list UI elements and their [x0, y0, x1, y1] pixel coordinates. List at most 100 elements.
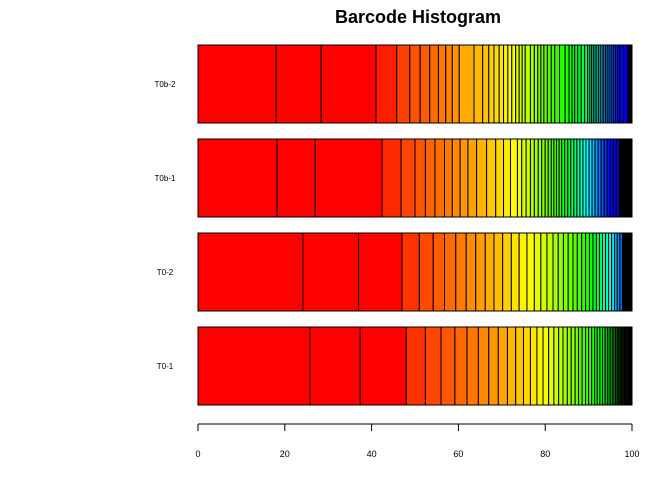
barcode-segment — [320, 44, 377, 124]
barcode-segment — [529, 138, 535, 218]
barcode-segment — [375, 44, 398, 124]
barcode-segment — [533, 44, 539, 124]
barcode-segment — [477, 326, 490, 406]
barcode-segment — [444, 138, 453, 218]
barcode-segment — [434, 138, 446, 218]
barcode-segment — [523, 326, 531, 406]
barcode-segment — [197, 138, 278, 218]
barcode-segment — [451, 138, 461, 218]
chart-title: Barcode Histogram — [335, 7, 501, 27]
barcode-segment — [482, 44, 490, 124]
barcode-segment — [554, 44, 561, 124]
barcode-segment — [548, 326, 555, 406]
barcode-segment — [511, 44, 517, 124]
barcode-segment — [498, 44, 505, 124]
barcode-segment — [588, 232, 594, 312]
barcode-segment — [524, 44, 531, 124]
barcode-segment — [540, 232, 548, 312]
barcode-segment — [197, 232, 304, 312]
barcode-segment — [576, 232, 583, 312]
bar-row-T0b-2: T0b-2 — [155, 44, 633, 124]
x-tick-label: 80 — [540, 449, 550, 459]
barcode-segment — [488, 44, 495, 124]
barcode-segment — [302, 232, 360, 312]
barcode-segment — [484, 232, 495, 312]
barcode-segment — [570, 326, 576, 406]
barcode-segment — [314, 138, 383, 218]
barcode-segment — [473, 44, 484, 124]
barcode-segment — [497, 326, 508, 406]
x-axis: 0 20 40 60 80 100 — [195, 423, 640, 459]
barcode-segment — [475, 232, 486, 312]
barcode-segment — [197, 326, 311, 406]
barcode-segment — [502, 232, 512, 312]
barcode-segment — [585, 232, 590, 312]
barcode-segment — [622, 138, 629, 218]
bar-row-T0b-1: T0b-1 — [155, 138, 633, 218]
barcode-segment — [409, 44, 421, 124]
barcode-segment — [533, 232, 542, 312]
bars-layer: T0b-2 T0b-1 T0-2 T0-1 — [155, 44, 633, 406]
barcode-segment — [424, 326, 442, 406]
barcode-segment — [455, 232, 467, 312]
barcode-segment — [486, 138, 497, 218]
barcode-segment — [542, 326, 550, 406]
barcode-segment — [495, 138, 505, 218]
barcode-segment — [418, 232, 434, 312]
barcode-segment — [503, 138, 511, 218]
barcode-segment — [546, 232, 554, 312]
barcode-segment — [510, 232, 520, 312]
barcode-segment — [467, 138, 478, 218]
barcode-segment — [552, 232, 559, 312]
barcode-segment — [466, 326, 479, 406]
barcode-segment — [574, 326, 580, 406]
barcode-segment — [493, 232, 504, 312]
barcode-segment — [506, 326, 517, 406]
barcode-segment — [525, 138, 531, 218]
barcode-segment — [578, 326, 583, 406]
barcode-segment — [493, 44, 500, 124]
barcode-segment — [459, 138, 469, 218]
barcode-segment — [559, 44, 566, 124]
barcode-segment — [276, 138, 316, 218]
barcode-segment — [537, 138, 543, 218]
barcode-segment — [275, 44, 322, 124]
barcode-segment — [396, 44, 411, 124]
barcode-segment — [458, 44, 475, 124]
barcode-segment — [432, 232, 446, 312]
barcode-segment — [620, 326, 626, 406]
barcode-segment — [444, 232, 457, 312]
barcode-segment — [381, 138, 402, 218]
barcode-segment — [623, 44, 629, 124]
x-tick-label: 100 — [624, 449, 639, 459]
x-tick-label: 60 — [453, 449, 463, 459]
barcode-segment — [618, 138, 624, 218]
bar-row-T0-1: T0-1 — [157, 326, 633, 406]
barcode-segment — [451, 44, 460, 124]
barcode-segment — [562, 326, 568, 406]
barcode-segment — [507, 44, 513, 124]
sample-label: T0-1 — [157, 362, 174, 371]
barcode-segment — [572, 232, 578, 312]
barcode-segment — [553, 326, 560, 406]
barcode-segment — [515, 326, 524, 406]
barcode-segment — [580, 44, 586, 124]
barcode-segment — [401, 232, 420, 312]
barcode-segment — [424, 138, 436, 218]
barcode-segment — [419, 44, 431, 124]
barcode-segment — [564, 44, 570, 124]
barcode-segment — [358, 232, 403, 312]
barcode-segment — [627, 138, 633, 218]
barcode-segment — [546, 44, 552, 124]
sample-label: T0b-2 — [155, 80, 176, 89]
barcode-segment — [509, 138, 518, 218]
barcode-segment — [624, 326, 630, 406]
sample-label: T0b-1 — [155, 174, 176, 183]
barcode-segment — [465, 232, 477, 312]
barcode-segment — [541, 138, 546, 218]
barcode-segment — [437, 44, 447, 124]
barcode-segment — [543, 44, 548, 124]
barcode-segment — [550, 44, 556, 124]
